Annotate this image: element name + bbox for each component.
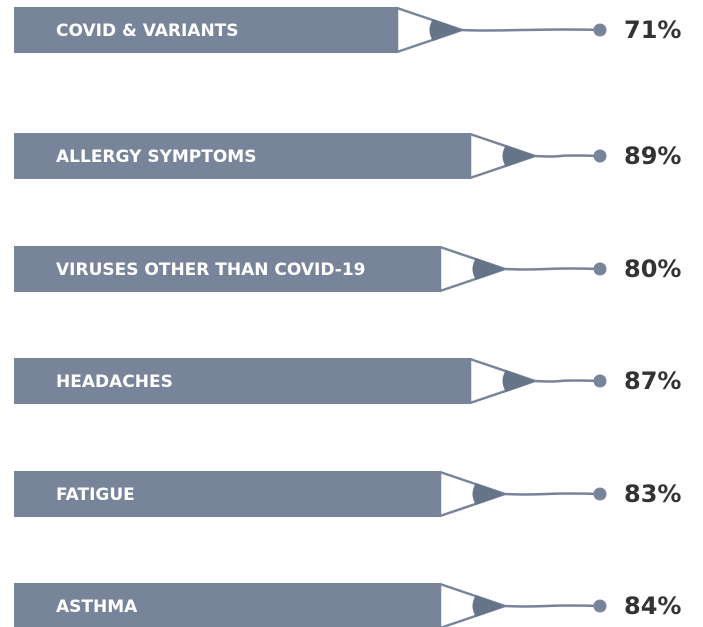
- connector-dot: [593, 149, 607, 163]
- funnel-cone: [429, 19, 462, 41]
- item-label: ALLERGY SYMPTOMS: [56, 147, 256, 167]
- funnel: [438, 582, 507, 627]
- label-bar: [14, 246, 440, 292]
- item-value: 83%: [624, 480, 681, 508]
- item-label: HEADACHES: [56, 372, 173, 392]
- connector-dot: [593, 374, 607, 388]
- item-label: VIRUSES OTHER THAN COVID-19: [56, 260, 366, 280]
- label-bar: [14, 358, 470, 404]
- connector-dot: [593, 23, 607, 37]
- label-bar: [14, 133, 470, 179]
- item-label: FATIGUE: [56, 485, 135, 505]
- funnel-cone: [502, 370, 535, 392]
- item-value: 80%: [624, 255, 681, 283]
- item-label: COVID & VARIANTS: [56, 21, 239, 41]
- funnel-cone: [472, 483, 505, 505]
- connector-dot: [593, 599, 607, 613]
- item-value: 87%: [624, 367, 681, 395]
- connector: [504, 492, 601, 496]
- connector-dot: [593, 487, 607, 501]
- funnel-cone: [472, 595, 505, 617]
- label-bar: [14, 7, 397, 53]
- connector: [534, 379, 601, 383]
- connector: [534, 154, 601, 158]
- item-value: 89%: [624, 142, 681, 170]
- funnel-cone: [472, 258, 505, 280]
- connector: [504, 267, 601, 271]
- label-bar: [14, 583, 440, 627]
- connector: [504, 604, 601, 608]
- connector-dot: [593, 262, 607, 276]
- item-value: 71%: [624, 16, 681, 44]
- item-label: ASTHMA: [56, 597, 138, 617]
- label-bar: [14, 471, 440, 517]
- connector: [461, 28, 601, 32]
- funnel-cone: [502, 145, 535, 167]
- item-value: 84%: [624, 592, 681, 620]
